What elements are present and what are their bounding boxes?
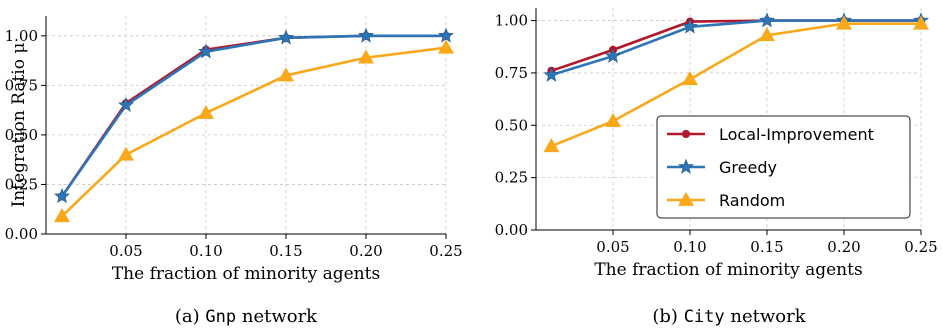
subfigure-caption: (b) City network [652,306,806,327]
x-tick-label: 0.25 [429,242,462,260]
x-tick-label: 0.10 [189,242,222,260]
caption-suffix: network [236,306,318,327]
y-tick-label: 0.00 [5,225,38,243]
chart-panel-gnp: 0.05 0.10 0.15 0.20 0.25 0.00 0.25 0.50 0.75 1.00… [5,16,463,327]
series-line-star [551,19,921,77]
y-tick-label: 0.25 [495,169,528,187]
data-point-triangle [758,27,776,42]
series-line-triangle [61,46,447,218]
subfigure-caption: (a) Gnp network [175,306,318,327]
data-point-triangle [437,39,455,54]
caption-network-name: Gnp [205,307,236,327]
legend-marker-star [678,158,694,174]
series-line-circle [550,19,921,73]
x-axis-label: The fraction of minority agents [594,260,862,280]
x-tick-label: 0.25 [904,238,937,256]
data-point-star [438,27,454,43]
data-point-star [543,66,560,82]
series-line-star [60,34,446,198]
data-point-star [358,27,374,43]
data-point-star [759,12,775,28]
data-point-triangle [835,15,853,30]
y-tick-label: 0.50 [495,116,528,134]
x-tick-label: 0.05 [109,242,142,260]
x-tick-label: 0.20 [349,242,382,260]
legend-label: Local-Improvement [719,125,874,144]
chart-panel-city: 0.05 0.10 0.15 0.20 0.25 0.00 0.25 0.50 0.75 1.00… [495,8,938,327]
y-tick-label: 0.75 [5,76,38,94]
legend: Local-Improvement Greedy Random [656,115,911,219]
caption-prefix: (b) [652,306,683,327]
legend-label: Random [719,191,785,210]
series-line-triangle [550,22,921,148]
data-point-star [54,188,70,204]
x-tick-label: 0.05 [596,238,629,256]
y-tick-label: 0.25 [5,175,38,193]
legend-label: Greedy [719,158,777,177]
data-point-star [605,47,621,63]
legend-marker-circle [681,129,691,139]
data-point-star [682,18,698,34]
caption-network-name: City [684,307,725,327]
data-point-triangle [543,138,560,153]
x-tick-label: 0.15 [269,242,302,260]
x-tick-label: 0.20 [827,238,860,256]
data-point-triangle [604,112,622,128]
y-axis-label: Integration Ratio μ [9,43,29,208]
legend-box [656,115,911,219]
data-point-star [118,96,134,112]
data-point-triangle [197,105,215,120]
data-point-triangle [117,146,135,161]
y-tick-label: 1.00 [495,12,528,30]
x-axis-label: The fraction of minority agents [112,264,380,284]
data-point-triangle [357,49,375,64]
data-point-star [198,43,214,59]
y-tick-label: 0.00 [495,221,528,239]
y-tick-label: 0.50 [5,126,38,144]
y-tick-label: 0.75 [495,64,528,82]
legend-marker-triangle [677,191,695,206]
data-point-star [278,29,294,45]
data-point-triangle [912,15,930,30]
data-point-triangle [277,67,295,82]
x-tick-label: 0.10 [673,238,706,256]
caption-prefix: (a) [175,306,206,327]
data-point-triangle [681,71,699,86]
y-tick-label: 1.00 [5,27,38,45]
x-tick-label: 0.15 [750,238,783,256]
data-point-triangle [53,208,71,223]
caption-suffix: network [725,306,807,327]
